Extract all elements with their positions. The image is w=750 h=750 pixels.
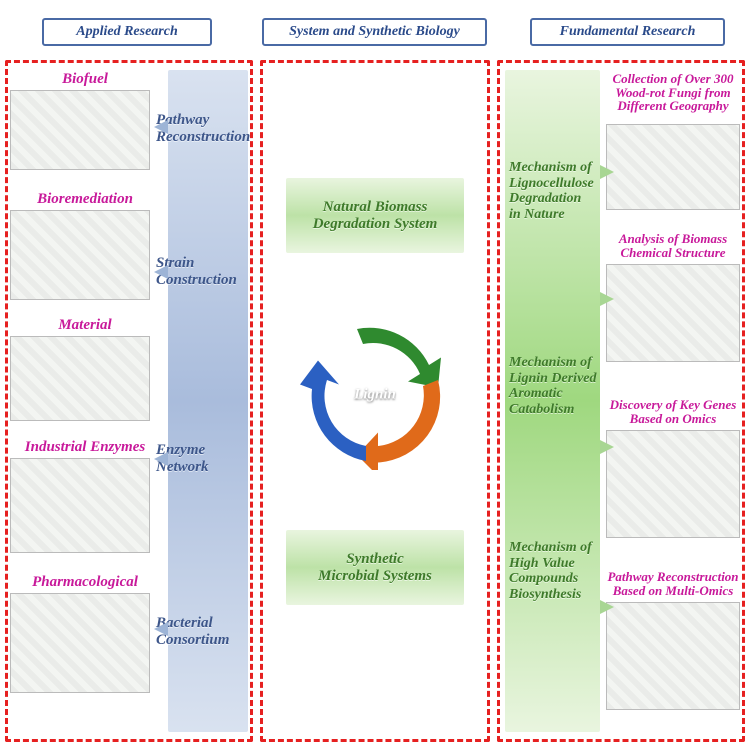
arrow-right-icon (600, 292, 614, 306)
arrow-right-icon (600, 440, 614, 454)
col1-title: Biofuel (10, 72, 160, 88)
col1-title: Bioremediation (10, 192, 160, 208)
green-bar-label: Mechanism ofHigh ValueCompoundsBiosynthe… (509, 540, 600, 603)
col1-image (10, 593, 150, 693)
blue-bar-label: StrainConstruction (156, 255, 256, 289)
mid-box-label: SyntheticMicrobial Systems (318, 551, 432, 585)
col1-image (10, 90, 150, 170)
arrow-right-icon (600, 165, 614, 179)
arrow-left-icon (154, 452, 168, 466)
col3-title: Discovery of Key GenesBased on Omics (602, 398, 744, 425)
blue-bar-label: EnzymeNetwork (156, 442, 256, 476)
col3-title: Analysis of BiomassChemical Structure (602, 232, 744, 259)
col1-title: Pharmacological (10, 575, 160, 591)
col3-image (606, 602, 740, 710)
recycle-icon: Lignin (300, 320, 450, 470)
col1-image (10, 210, 150, 300)
arrow-left-icon (154, 120, 168, 134)
header-tab: Fundamental Research (530, 18, 725, 46)
mid-box: SyntheticMicrobial Systems (286, 530, 464, 605)
col1-image (10, 336, 150, 421)
col3-image (606, 264, 740, 362)
arrow-right-icon (600, 600, 614, 614)
mid-box: Natural BiomassDegradation System (286, 178, 464, 253)
col3-image (606, 124, 740, 210)
header-tab: System and Synthetic Biology (262, 18, 487, 46)
arrow-left-icon (154, 622, 168, 636)
green-bar-label: Mechanism ofLignin DerivedAromaticCatabo… (509, 355, 600, 418)
col3-title: Collection of Over 300Wood-rot Fungi fro… (602, 72, 744, 113)
blue-bar-label: BacterialConsortium (156, 615, 256, 649)
col1-title: Industrial Enzymes (10, 440, 160, 456)
recycle-label: Lignin (354, 387, 396, 404)
green-bar-label: Mechanism ofLignocelluloseDegradationin … (509, 160, 600, 223)
blue-bar-label: PathwayReconstruction (156, 112, 256, 146)
col1-title: Material (10, 318, 160, 334)
col3-title: Pathway ReconstructionBased on Multi-Omi… (602, 570, 744, 597)
header-tab: Applied Research (42, 18, 212, 46)
col3-image (606, 430, 740, 538)
arrow-left-icon (154, 265, 168, 279)
col1-image (10, 458, 150, 553)
mid-box-label: Natural BiomassDegradation System (313, 199, 438, 233)
